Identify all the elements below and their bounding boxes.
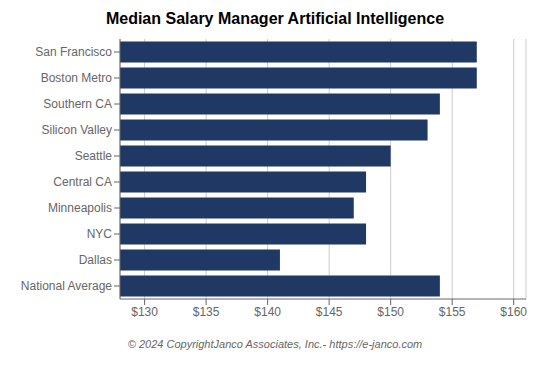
svg-text:$160: $160: [500, 305, 527, 319]
svg-text:$155: $155: [439, 305, 466, 319]
svg-text:$130: $130: [131, 305, 158, 319]
svg-text:Boston Metro: Boston Metro: [41, 71, 113, 85]
svg-text:Silicon Valley: Silicon Valley: [42, 123, 112, 137]
svg-text:National Average: National Average: [21, 279, 113, 293]
svg-text:NYC: NYC: [87, 227, 113, 241]
svg-text:$145: $145: [316, 305, 343, 319]
svg-text:San Francisco: San Francisco: [35, 45, 112, 59]
svg-text:Central CA: Central CA: [53, 175, 112, 189]
svg-text:Southern CA: Southern CA: [43, 97, 112, 111]
svg-text:$140: $140: [254, 305, 281, 319]
svg-text:$150: $150: [377, 305, 404, 319]
svg-text:$135: $135: [193, 305, 220, 319]
svg-text:Dallas: Dallas: [79, 253, 112, 267]
svg-text:Minneapolis: Minneapolis: [48, 201, 112, 215]
html-text:© 2024 CopyrightJanco Associat: © 2024 CopyrightJanco Associates, Inc.- …: [127, 338, 423, 350]
svg-text:Seattle: Seattle: [75, 149, 113, 163]
html-text:Median Salary Manager Artifici: Median Salary Manager Artificial Intelli…: [105, 10, 445, 27]
